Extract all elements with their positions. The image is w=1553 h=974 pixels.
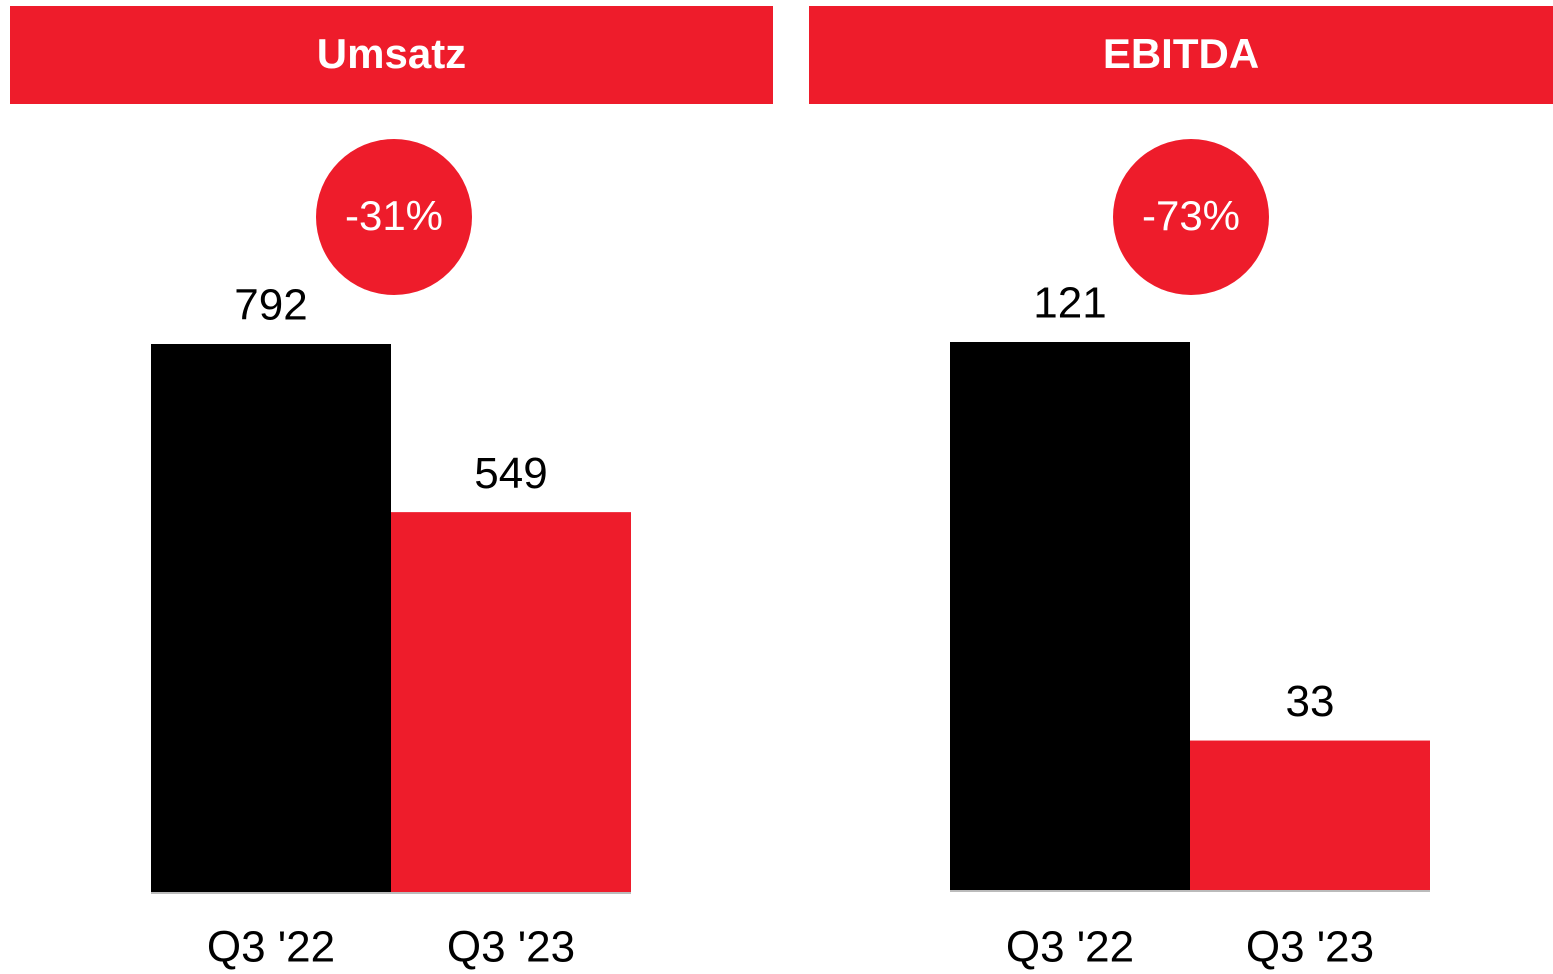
x-tick-label: Q3 '22: [207, 923, 335, 972]
change-badge: [1113, 139, 1269, 295]
value-label: 33: [1286, 677, 1335, 726]
bar: [151, 344, 391, 892]
bar: [950, 342, 1190, 890]
bar: [1190, 740, 1430, 890]
x-tick-label: Q3 '22: [1006, 923, 1134, 972]
change-label: -73%: [1142, 192, 1240, 239]
bar: [391, 512, 631, 892]
value-label: 792: [234, 281, 307, 330]
header-bar: [10, 6, 773, 104]
chart-title: Umsatz: [317, 30, 466, 77]
change-label: -31%: [345, 192, 443, 239]
x-tick-label: Q3 '23: [447, 923, 575, 972]
x-tick-label: Q3 '23: [1246, 923, 1374, 972]
value-label: 549: [474, 449, 547, 498]
value-label: 121: [1033, 279, 1106, 328]
change-badge: [316, 139, 472, 295]
chart-title: EBITDA: [1103, 30, 1259, 77]
header-bar: [809, 6, 1553, 104]
